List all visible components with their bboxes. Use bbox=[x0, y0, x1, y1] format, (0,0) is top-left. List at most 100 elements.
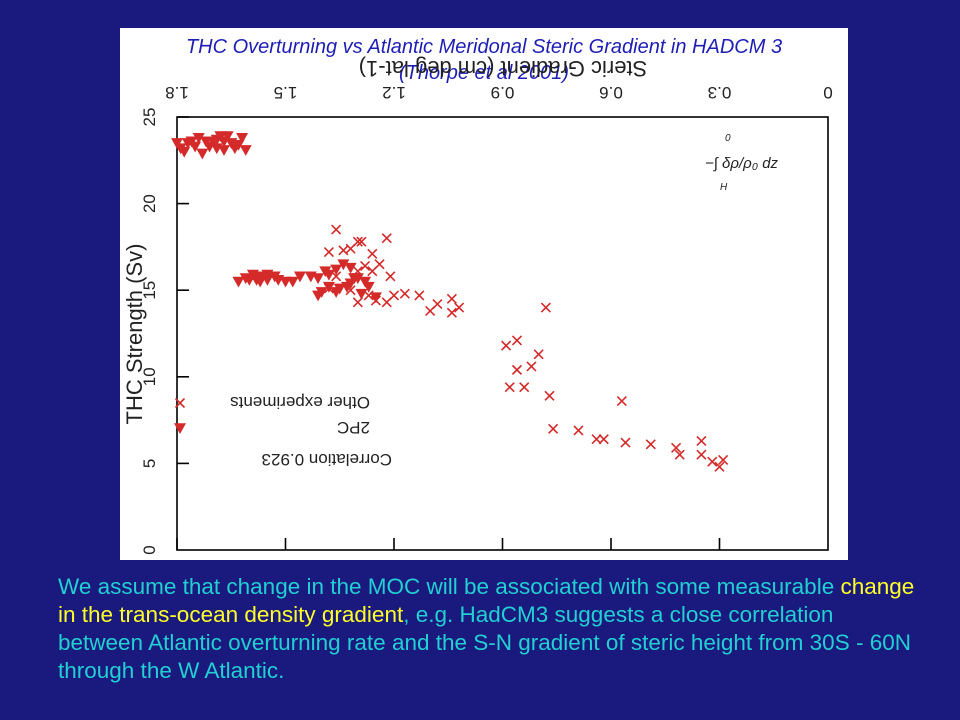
x-tick-label: 1.5 bbox=[274, 83, 298, 102]
chart-subtitle-text: (Thorpe et al 2001) bbox=[398, 62, 570, 84]
data-point-x bbox=[598, 434, 609, 445]
data-point-x bbox=[533, 349, 544, 360]
data-point-triangle bbox=[359, 276, 372, 288]
x-axis-ticks: 0 0.3 0.6 0.9 1.2 1.5 1.8 bbox=[165, 83, 833, 550]
legend-other-label: Other experiments bbox=[230, 393, 370, 412]
data-point-x bbox=[331, 224, 342, 235]
caption-highlight: change in the trans-ocean density gradie… bbox=[58, 574, 915, 627]
data-point-x bbox=[707, 456, 718, 467]
caption-part-2: , e.g. HadCM3 suggests a close correlati… bbox=[58, 602, 911, 683]
data-point-triangle bbox=[355, 288, 368, 300]
data-point-x bbox=[381, 233, 392, 244]
legend-triangle-icon bbox=[174, 423, 186, 434]
y-tick-label: 20 bbox=[140, 194, 159, 213]
data-point-x bbox=[696, 435, 707, 446]
data-point-triangle bbox=[369, 292, 382, 304]
legend-x-marker bbox=[174, 397, 186, 409]
data-point-x bbox=[519, 382, 530, 393]
correlation-label: Correlation 0.923 bbox=[262, 450, 392, 469]
data-point-triangle bbox=[312, 273, 325, 285]
data-point-x bbox=[645, 439, 656, 450]
data-point-triangle bbox=[254, 271, 267, 283]
data-point-triangle bbox=[236, 132, 249, 144]
data-point-triangle bbox=[239, 145, 252, 156]
data-point-x bbox=[620, 437, 631, 448]
formula-upper-limit: 0 bbox=[725, 133, 731, 144]
x-tick-label: 0 bbox=[823, 83, 832, 102]
figure-panel: THC Overturning vs Atlantic Meridonal St… bbox=[120, 28, 848, 560]
data-point-x bbox=[511, 364, 523, 375]
plot-frame bbox=[176, 116, 829, 551]
scatter-chart: 0 0.3 0.6 0.9 1.2 1.5 1.8 0 5 10 15 20 25 Steric Gr… bbox=[122, 56, 833, 555]
data-point-triangle bbox=[210, 143, 223, 155]
data-point-triangle bbox=[279, 276, 292, 288]
x-tick-label: 0.3 bbox=[708, 83, 732, 102]
data-point-triangle bbox=[330, 264, 343, 276]
chart-title-text: THC Overturning vs Atlantic Meridonal St… bbox=[185, 36, 783, 58]
data-point-x bbox=[446, 307, 457, 318]
formula-lower-limit: H bbox=[720, 182, 728, 193]
x-tick-label: 1.8 bbox=[165, 83, 189, 102]
legend-x-icon bbox=[174, 397, 186, 409]
data-point-x bbox=[338, 245, 349, 256]
x-tick-label: 0.9 bbox=[491, 83, 515, 102]
data-point-x bbox=[352, 236, 363, 247]
data-point-x bbox=[352, 297, 363, 308]
data-point-triangle bbox=[330, 287, 343, 298]
data-point-x bbox=[504, 382, 515, 393]
data-point-triangle bbox=[322, 281, 335, 293]
x-axis-label: Steric Gradient (cm deg lat-1) bbox=[359, 56, 648, 81]
caption-part-1: We assume that change in the MOC will be… bbox=[58, 574, 841, 599]
data-point-triangle bbox=[196, 148, 209, 160]
y-tick-label: 5 bbox=[140, 459, 159, 468]
data-point-triangle bbox=[199, 136, 212, 148]
data-point-x bbox=[356, 236, 367, 247]
data-point-x bbox=[399, 288, 410, 299]
data-point-triangle bbox=[181, 138, 194, 149]
data-point-x bbox=[616, 395, 627, 407]
data-point-x bbox=[540, 302, 551, 313]
rotated-chart-group: 0 0.3 0.6 0.9 1.2 1.5 1.8 0 5 10 15 20 25 Steric Gr… bbox=[122, 56, 833, 555]
data-point-triangle bbox=[232, 276, 245, 288]
data-point-x bbox=[367, 248, 378, 259]
formula-annotation: 0 −∫ δρ/ρ₀ dz H bbox=[705, 133, 779, 193]
data-point-x bbox=[360, 260, 371, 272]
data-point-x bbox=[526, 361, 537, 372]
data-point-triangle bbox=[239, 273, 252, 285]
data-point-x bbox=[323, 247, 334, 258]
data-point-triangle bbox=[348, 273, 361, 285]
data-point-triangle bbox=[293, 271, 306, 283]
y-tick-label: 25 bbox=[140, 108, 159, 127]
data-point-x bbox=[414, 290, 425, 301]
data-point-x bbox=[381, 297, 392, 308]
data-point-triangle bbox=[319, 266, 332, 278]
data-point-triangle bbox=[337, 259, 350, 271]
data-point-x bbox=[718, 454, 729, 466]
formula-text: −∫ δρ/ρ₀ dz bbox=[705, 155, 779, 172]
y-tick-label: 15 bbox=[140, 281, 159, 300]
y-axis-ticks: 0 5 10 15 20 25 bbox=[140, 108, 189, 555]
data-point-x bbox=[385, 271, 396, 282]
data-point-x bbox=[674, 449, 685, 460]
data-point-triangle bbox=[312, 290, 325, 302]
data-point-x bbox=[331, 271, 342, 282]
data-point-x bbox=[714, 461, 725, 472]
data-point-x bbox=[425, 305, 436, 317]
legend-2pc-label: 2PC bbox=[337, 418, 370, 437]
data-point-x bbox=[367, 266, 378, 277]
data-point-x bbox=[544, 390, 555, 401]
y-axis-label: THC Strength (Sv) bbox=[122, 244, 147, 425]
data-point-triangle bbox=[218, 145, 231, 156]
data-point-x bbox=[696, 449, 707, 460]
caption-text: We assume that change in the MOC will be… bbox=[58, 573, 918, 685]
chart-title: THC Overturning vs Atlantic Meridonal St… bbox=[120, 34, 848, 86]
data-point-x bbox=[501, 340, 512, 351]
data-point-triangle bbox=[171, 138, 183, 149]
data-point-x bbox=[591, 434, 602, 445]
data-point-x bbox=[446, 293, 457, 304]
data-point-x bbox=[548, 423, 559, 434]
data-point-triangle bbox=[246, 269, 259, 281]
data-point-x bbox=[573, 425, 584, 436]
data-point-triangle bbox=[192, 132, 205, 144]
data-point-triangle bbox=[304, 271, 317, 283]
